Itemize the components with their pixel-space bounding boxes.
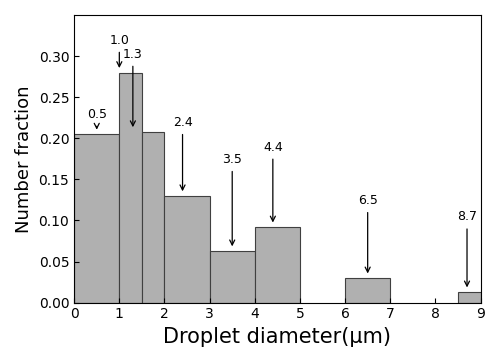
X-axis label: Droplet diameter(μm): Droplet diameter(μm) [164,327,392,347]
Text: 2.4: 2.4 [172,116,193,190]
Text: 6.5: 6.5 [358,194,378,272]
Bar [458,292,480,303]
Bar [142,132,165,303]
Y-axis label: Number fraction: Number fraction [15,85,33,232]
Text: 4.4: 4.4 [263,140,282,221]
Bar [345,278,391,303]
Text: 1.3: 1.3 [123,48,142,126]
Bar [164,196,210,303]
Bar [120,72,142,303]
Bar [74,134,120,303]
Text: 0.5: 0.5 [86,108,106,128]
Text: 1.0: 1.0 [110,34,130,67]
Text: 3.5: 3.5 [222,153,242,245]
Bar [255,227,300,303]
Bar [210,251,255,303]
Text: 8.7: 8.7 [457,210,477,286]
